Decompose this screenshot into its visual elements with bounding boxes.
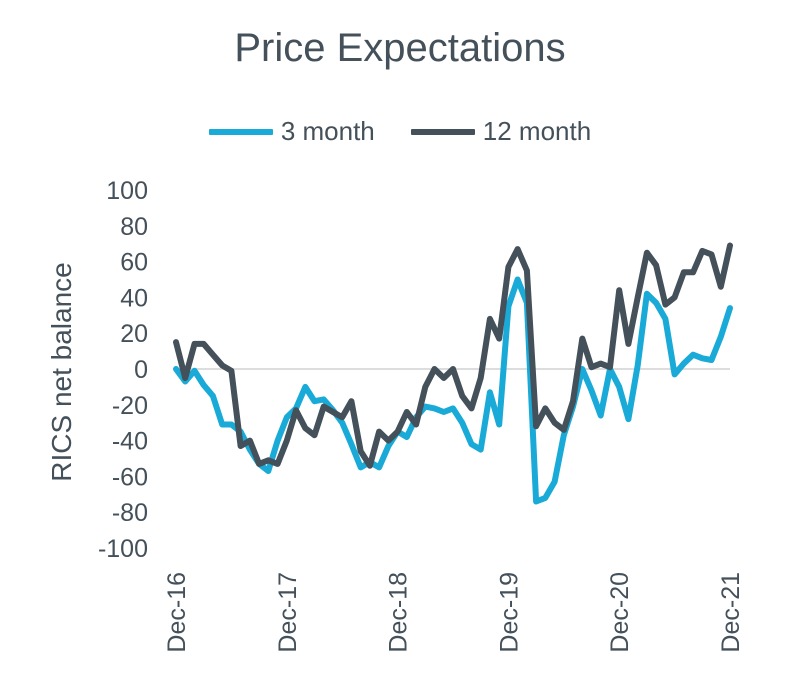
- x-tick-label: Dec-19: [495, 572, 523, 653]
- x-tick-label: Dec-16: [163, 572, 191, 653]
- legend: 3 month 12 month: [0, 116, 800, 147]
- legend-label-3-month: 3 month: [280, 116, 375, 146]
- y-tick-label: -80: [112, 499, 148, 527]
- legend-swatch-12-month: [410, 128, 475, 135]
- x-tick-label: Dec-17: [274, 572, 302, 653]
- y-tick-label: -60: [112, 463, 148, 491]
- series-line-3-month: [173, 276, 733, 505]
- y-tick-label: 80: [120, 213, 148, 241]
- y-tick-label: 20: [120, 320, 148, 348]
- y-tick-label: -100: [98, 535, 148, 563]
- legend-swatch-3-month: [208, 128, 273, 135]
- y-tick-label: -20: [112, 392, 148, 420]
- y-tick-label: 40: [120, 284, 148, 312]
- legend-label-12-month: 12 month: [482, 116, 592, 146]
- x-tick-label: Dec-21: [717, 572, 745, 653]
- x-tick-label: Dec-20: [606, 572, 634, 653]
- y-tick-label: 0: [134, 356, 148, 384]
- chart-title: Price Expectations: [234, 26, 566, 70]
- series-line-12-month: [173, 242, 733, 469]
- legend-item-12-month: 12 month: [410, 116, 592, 147]
- y-axis-label: RICS net balance: [46, 262, 77, 482]
- y-tick-label: 100: [106, 177, 148, 205]
- y-tick-label: -40: [112, 428, 148, 456]
- x-tick-label: Dec-18: [385, 572, 413, 653]
- y-tick-label: 60: [120, 249, 148, 277]
- legend-item-3-month: 3 month: [208, 116, 375, 147]
